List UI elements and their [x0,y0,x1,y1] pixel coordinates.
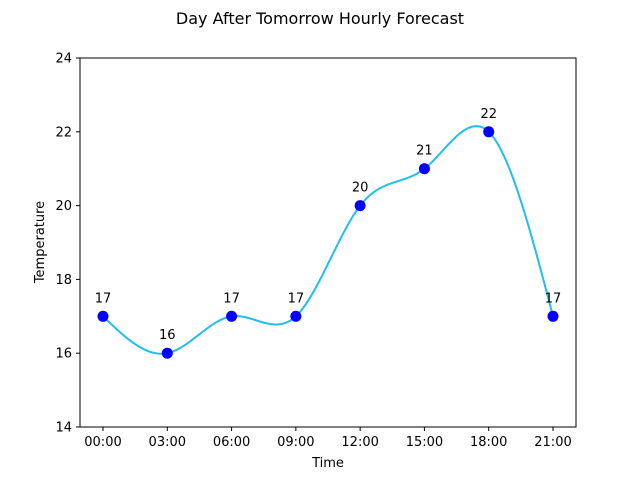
chart-title: Day After Tomorrow Hourly Forecast [176,9,464,28]
data-label: 20 [352,181,369,196]
y-axis-label: Temperature [33,201,48,284]
data-point [418,163,430,175]
data-point [226,310,238,322]
x-tick-label: 21:00 [534,435,571,450]
y-tick-label: 20 [55,199,72,214]
data-point [547,310,559,322]
data-point [161,347,173,359]
x-tick-label: 15:00 [406,435,443,450]
data-label: 17 [223,291,240,306]
y-tick-label: 22 [55,125,72,140]
x-axis-label: Time [311,456,344,471]
data-label: 22 [480,107,497,122]
y-tick-label: 14 [55,421,72,436]
data-label: 17 [545,291,562,306]
data-point [97,310,109,322]
y-axis: 14 16 18 20 22 24 [55,52,80,436]
data-label: 16 [159,328,176,343]
data-point [354,200,366,212]
x-axis: 00:00 03:00 06:00 09:00 12:00 15:00 18:00 21:00 [84,427,572,450]
x-tick-label: 18:00 [470,435,507,450]
x-tick-label: 00:00 [84,435,121,450]
temperature-line [102,125,554,355]
data-point [483,126,495,138]
data-label: 17 [95,291,112,306]
x-tick-label: 09:00 [277,435,314,450]
data-label: 21 [416,144,433,159]
y-tick-label: 16 [55,347,72,362]
x-tick-label: 03:00 [149,435,186,450]
data-labels: 17 16 17 17 20 21 22 17 [95,107,562,343]
data-point [290,310,302,322]
x-tick-label: 06:00 [213,435,250,450]
data-label: 17 [288,291,305,306]
plot-area [79,57,577,428]
y-tick-label: 24 [55,52,72,67]
y-tick-label: 18 [55,273,72,288]
data-points [97,126,559,359]
x-tick-label: 12:00 [341,435,378,450]
